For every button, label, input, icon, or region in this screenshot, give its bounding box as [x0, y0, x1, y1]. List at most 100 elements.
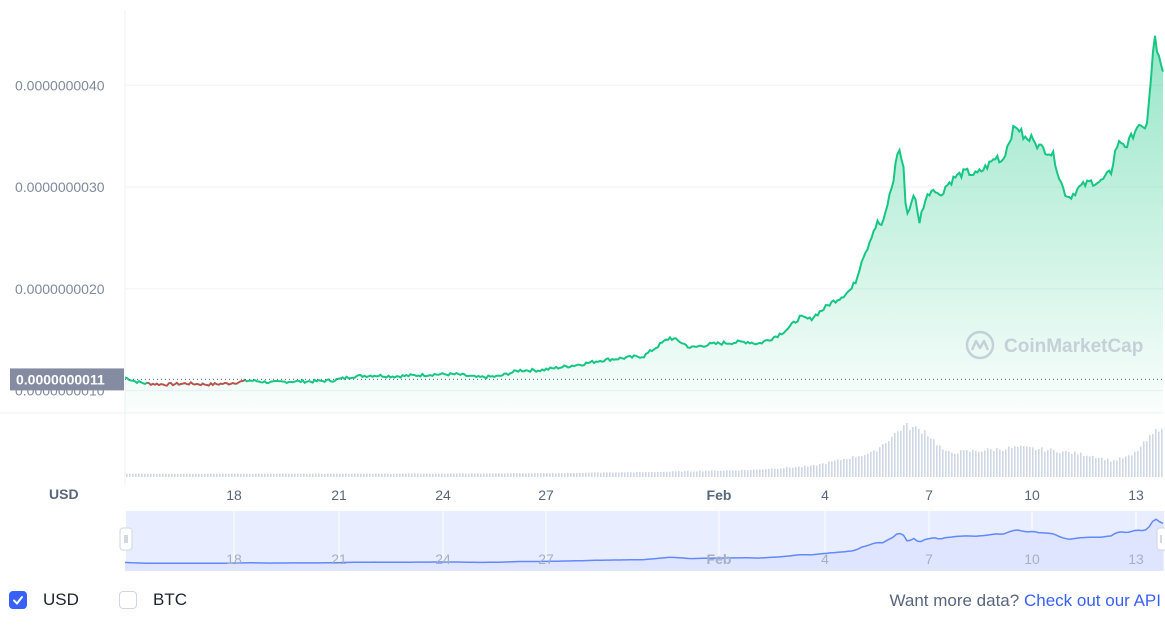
volume-bar: [786, 467, 788, 477]
volume-bar: [219, 473, 221, 477]
volume-bar: [840, 460, 842, 477]
volume-bar: [411, 473, 413, 477]
volume-bar: [237, 473, 239, 477]
navigator-tick-label: Feb: [707, 551, 732, 567]
volume-bar: [903, 425, 905, 477]
volume-bar: [567, 472, 569, 477]
volume-bar: [1137, 451, 1139, 477]
volume-bar: [978, 451, 980, 477]
volume-bar: [1065, 451, 1067, 477]
volume-bar: [249, 473, 251, 477]
volume-bar: [1161, 428, 1163, 477]
volume-bar: [465, 473, 467, 477]
volume-bar: [873, 450, 875, 477]
usd-checkbox[interactable]: [9, 591, 27, 609]
volume-bar: [726, 470, 728, 477]
volume-bar: [663, 471, 665, 477]
volume-bar: [933, 439, 935, 477]
volume-bar: [690, 471, 692, 477]
volume-bar: [1071, 454, 1073, 477]
volume-bar: [615, 472, 617, 477]
volume-bar: [702, 471, 704, 477]
volume-bar: [330, 473, 332, 477]
volume-bar: [798, 466, 800, 477]
volume-bar: [957, 453, 959, 477]
volume-bar: [891, 436, 893, 477]
navigator-line: [124, 518, 1164, 565]
volume-bar: [540, 472, 542, 477]
volume-bar: [861, 456, 863, 477]
volume-bar: [243, 473, 245, 477]
volume-bar: [1098, 457, 1100, 477]
volume-bar: [471, 473, 473, 477]
navigator-tick-label: 7: [925, 551, 933, 567]
usd-toggle[interactable]: USD: [9, 590, 79, 610]
btc-checkbox[interactable]: [119, 591, 137, 609]
volume-bar: [1086, 455, 1088, 477]
volume-bar: [213, 473, 215, 477]
volume-bar: [363, 473, 365, 477]
volume-bar: [816, 465, 818, 477]
volume-bar: [147, 473, 149, 477]
volume-bar: [234, 473, 236, 477]
volume-bar: [195, 473, 197, 477]
x-tick-label: 27: [538, 487, 554, 503]
volume-bar: [834, 460, 836, 477]
volume-bar: [1035, 449, 1037, 477]
volume-bar: [1116, 460, 1118, 477]
volume-bar: [996, 448, 998, 477]
volume-bar: [1113, 459, 1115, 477]
volume-bar: [426, 473, 428, 477]
volume-bar: [306, 474, 308, 477]
navigator-tick-label: 4: [821, 551, 829, 567]
volume-bar: [675, 471, 677, 477]
volume-bar: [132, 473, 134, 477]
btc-toggle[interactable]: BTC: [119, 590, 187, 610]
volume-bar: [312, 473, 314, 477]
volume-bar: [1026, 446, 1028, 477]
api-link[interactable]: Check out our API: [1023, 591, 1161, 610]
volume-bar: [951, 452, 953, 477]
volume-bar: [126, 473, 128, 477]
volume-bar: [807, 466, 809, 477]
volume-bar: [711, 470, 713, 477]
volume-bar: [519, 473, 521, 477]
x-tick-label: Feb: [707, 487, 732, 503]
volume-bar: [774, 468, 776, 477]
volume-bar: [1005, 449, 1007, 477]
volume-bar: [177, 473, 179, 477]
price-chart[interactable]: 0.00000000100.00000000200.00000000300.00…: [0, 0, 1165, 580]
volume-bar: [1056, 452, 1058, 477]
volume-bar: [954, 453, 956, 477]
volume-bar: [1038, 449, 1040, 477]
volume-bar: [624, 472, 626, 477]
volume-bar: [864, 455, 866, 477]
volume-bar: [621, 472, 623, 477]
volume-bar: [585, 472, 587, 477]
volume-bar: [1110, 461, 1112, 477]
y-axis: 0.00000000100.00000000200.00000000300.00…: [15, 77, 105, 398]
volume-bar: [612, 472, 614, 477]
x-tick-label: 18: [226, 487, 242, 503]
navigator-left-handle[interactable]: [119, 527, 133, 551]
volume-bar: [639, 471, 641, 477]
volume-bar: [456, 473, 458, 477]
range-navigator[interactable]: 18 21 24 27 Feb 4 7 10 13: [119, 511, 1165, 571]
volume-bar: [468, 473, 470, 477]
volume-bar: [447, 473, 449, 477]
volume-bar: [321, 473, 323, 477]
volume-bar: [780, 468, 782, 477]
volume-bar: [858, 456, 860, 477]
volume-bar: [525, 473, 527, 477]
volume-bar: [498, 473, 500, 477]
volume-bar: [1095, 458, 1097, 477]
volume-bar: [879, 447, 881, 477]
volume-bar: [408, 473, 410, 477]
volume-bar: [741, 469, 743, 477]
navigator-right-handle[interactable]: [1156, 527, 1165, 551]
current-price-label: 0.0000000011: [16, 371, 105, 387]
volume-bar: [1050, 448, 1052, 477]
volume-bar: [507, 473, 509, 477]
volume-bar: [963, 450, 965, 477]
volume-bar: [666, 471, 668, 477]
